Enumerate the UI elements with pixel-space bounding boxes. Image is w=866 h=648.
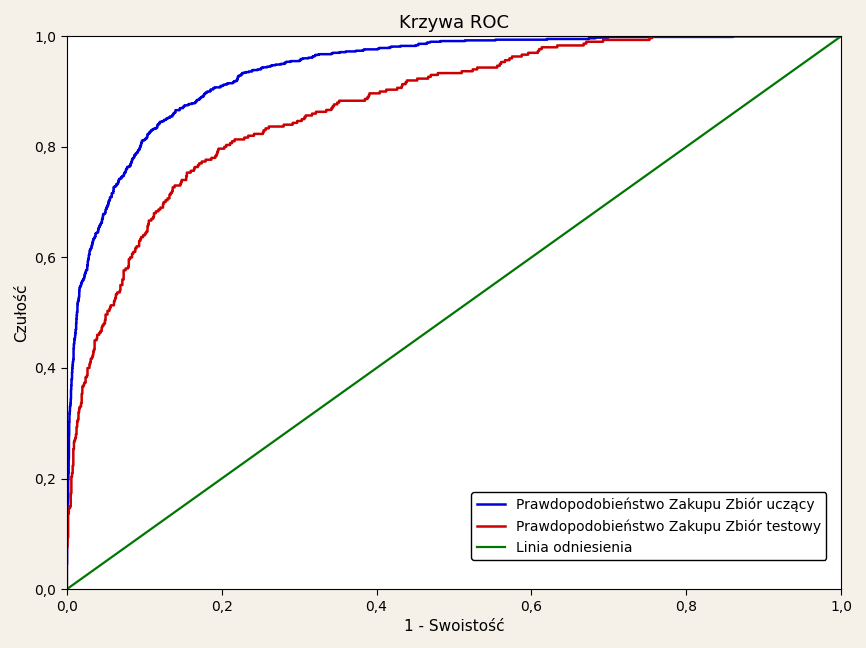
Prawdopodobieństwo Zakupu Zbiór uczący [467, 36, 477, 44]
Line: Prawdopodobieństwo Zakupu Zbiór uczący: Prawdopodobieństwo Zakupu Zbiór uczący [67, 36, 841, 589]
Prawdopodobieństwo Zakupu Zbiór testowy [656, 32, 666, 40]
Prawdopodobieństwo Zakupu Zbiór uczący [561, 35, 572, 43]
Prawdopodobieństwo Zakupu Zbiór testowy [449, 69, 460, 77]
Title: Krzywa ROC: Krzywa ROC [399, 14, 509, 32]
Prawdopodobieństwo Zakupu Zbiór uczący [61, 585, 72, 593]
Prawdopodobieństwo Zakupu Zbiór uczący [593, 34, 604, 41]
Prawdopodobieństwo Zakupu Zbiór uczący [836, 32, 846, 40]
Prawdopodobieństwo Zakupu Zbiór uczący [72, 310, 82, 318]
Prawdopodobieństwo Zakupu Zbiór testowy [61, 585, 72, 593]
Prawdopodobieństwo Zakupu Zbiór testowy [836, 32, 846, 40]
Y-axis label: Czułość: Czułość [14, 283, 29, 342]
Prawdopodobieństwo Zakupu Zbiór testowy [509, 52, 520, 60]
Prawdopodobieństwo Zakupu Zbiór uczący [727, 32, 738, 40]
Legend: Prawdopodobieństwo Zakupu Zbiór uczący, Prawdopodobieństwo Zakupu Zbiór testowy,: Prawdopodobieństwo Zakupu Zbiór uczący, … [471, 492, 826, 560]
Prawdopodobieństwo Zakupu Zbiór testowy [253, 130, 263, 138]
Prawdopodobieństwo Zakupu Zbiór uczący [560, 35, 571, 43]
X-axis label: 1 - Swoistość: 1 - Swoistość [404, 619, 504, 634]
Prawdopodobieństwo Zakupu Zbiór testowy [647, 32, 657, 40]
Prawdopodobieństwo Zakupu Zbiór testowy [153, 207, 164, 215]
Prawdopodobieństwo Zakupu Zbiór uczący [507, 36, 517, 43]
Line: Prawdopodobieństwo Zakupu Zbiór testowy: Prawdopodobieństwo Zakupu Zbiór testowy [67, 36, 841, 589]
Prawdopodobieństwo Zakupu Zbiór testowy [557, 41, 567, 49]
